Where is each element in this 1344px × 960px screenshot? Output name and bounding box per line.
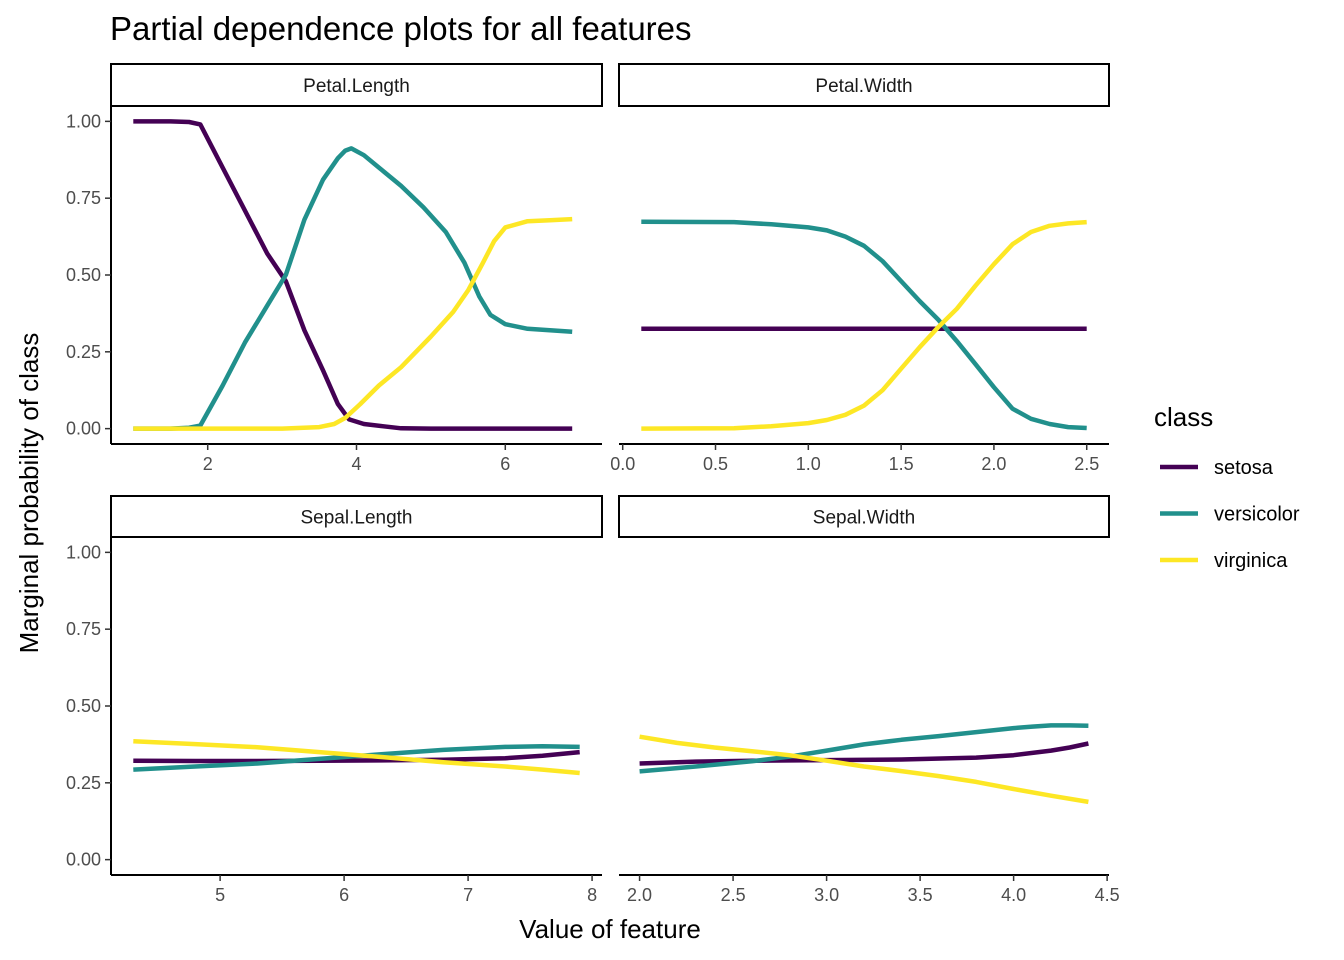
facet-strip (110, 495, 603, 538)
x-tick-label: 1.0 (796, 454, 821, 474)
y-axis-title: Marginal probability of class (14, 333, 44, 654)
series-line-virginica (133, 216, 573, 431)
y-tick-label: 1.00 (66, 542, 101, 562)
x-tick-label: 3.0 (814, 885, 839, 905)
x-tick-label: 2.0 (627, 885, 652, 905)
legend-label-virginica: virginica (1214, 550, 1288, 572)
legend-label-setosa: setosa (1214, 457, 1274, 479)
series-line-versicolor (641, 219, 1087, 431)
facet-strip-label: Petal.Width (815, 76, 912, 97)
series-line-versicolor (133, 146, 573, 431)
facet-panel-petal-width: Petal.Width 0.0 0.5 1.0 1.5 2.0 2.5 (610, 63, 1110, 474)
series-line-virginica (639, 734, 1089, 805)
y-tick-label: 1.00 (66, 111, 101, 131)
x-tick-label: 4 (351, 454, 361, 474)
x-tick-label: 6 (339, 885, 349, 905)
y-tick-label: 0.75 (66, 188, 101, 208)
facet-panel-sepal-length: Sepal.Length 5 6 7 8 0.00 0.25 0.50 0.75 1.00 (66, 495, 603, 905)
series-line-virginica (133, 739, 580, 776)
series-line-setosa (133, 749, 580, 764)
y-tick-label: 0.50 (66, 265, 101, 285)
y-tick-label: 0.50 (66, 696, 101, 716)
facet-panel-petal-length: Petal.Length 2 4 6 0.00 0.25 0.50 0.75 1.00 (66, 63, 603, 474)
facet-strip (618, 495, 1110, 538)
x-axis-title: Value of feature (519, 914, 701, 944)
y-tick-label: 0.00 (66, 850, 101, 870)
facet-strip-label: Sepal.Width (813, 508, 915, 529)
legend-label-versicolor: versicolor (1214, 504, 1300, 526)
series-line-versicolor (133, 744, 580, 772)
series-line-setosa (639, 741, 1089, 766)
x-tick-label: 6 (500, 454, 510, 474)
y-tick-label: 0.75 (66, 619, 101, 639)
x-tick-label: 2.0 (981, 454, 1006, 474)
series-line-setosa (133, 119, 573, 431)
x-tick-label: 3.5 (908, 885, 933, 905)
facet-strip (618, 63, 1110, 107)
x-tick-label: 5 (215, 885, 225, 905)
x-tick-label: 0.5 (703, 454, 728, 474)
x-tick-label: 7 (463, 885, 473, 905)
x-tick-label: 2.5 (1074, 454, 1099, 474)
x-tick-label: 2.5 (721, 885, 746, 905)
chart-title: Partial dependence plots for all feature… (110, 10, 692, 47)
facet-strip-label: Petal.Length (303, 76, 410, 97)
x-tick-label: 0.0 (610, 454, 635, 474)
series-line-virginica (641, 219, 1087, 431)
y-tick-label: 0.00 (66, 419, 101, 439)
facet-strip (110, 63, 603, 107)
x-tick-label: 2 (203, 454, 213, 474)
series-line-versicolor (639, 723, 1089, 774)
x-tick-label: 4.5 (1095, 885, 1120, 905)
facet-strip-label: Sepal.Length (301, 508, 413, 529)
x-tick-label: 8 (587, 885, 597, 905)
legend: class setosa versicolor virginica (1154, 402, 1300, 572)
legend-title: class (1154, 402, 1213, 432)
x-tick-label: 4.0 (1001, 885, 1026, 905)
y-tick-label: 0.25 (66, 342, 101, 362)
x-tick-label: 1.5 (889, 454, 914, 474)
facet-panel-sepal-width: Sepal.Width 2.0 2.5 3.0 3.5 4.0 4.5 (618, 495, 1120, 905)
y-tick-label: 0.25 (66, 773, 101, 793)
